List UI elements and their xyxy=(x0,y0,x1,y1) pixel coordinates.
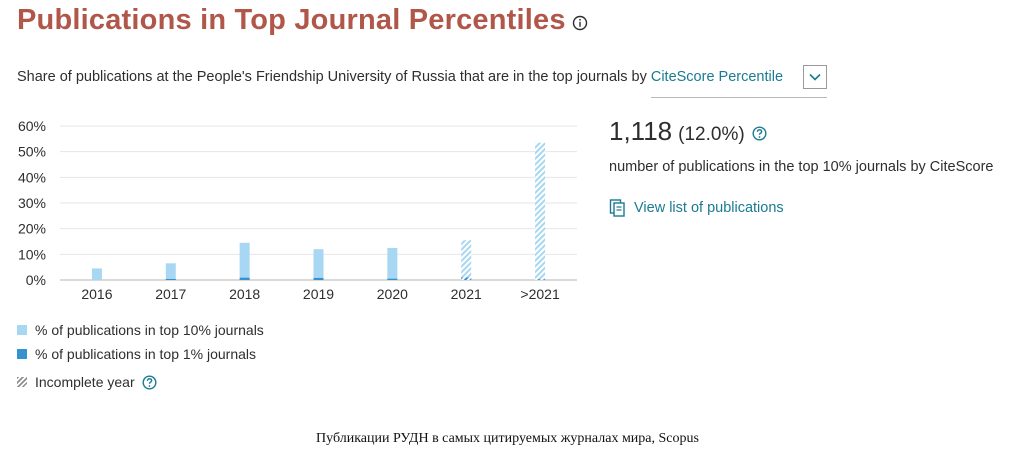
legend-item-incomplete: Incomplete year xyxy=(17,370,264,394)
y-tick-label: 50% xyxy=(18,144,46,160)
legend-item-top1[interactable]: % of publications in top 1% journals xyxy=(17,342,264,366)
y-tick-label: 10% xyxy=(18,246,46,262)
bar-top10-2018[interactable] xyxy=(239,242,250,280)
stats-panel: 1,118 (12.0%) number of publications in … xyxy=(609,116,993,217)
y-tick-label: 30% xyxy=(18,195,46,211)
legend-swatch-top1 xyxy=(17,349,27,359)
info-icon[interactable] xyxy=(572,15,588,31)
title-row: Publications in Top Journal Percentiles xyxy=(17,4,588,37)
subtitle-text: Share of publications at the People's Fr… xyxy=(17,68,647,85)
bar-top1-2017[interactable] xyxy=(165,278,176,280)
bar-top10-2019[interactable] xyxy=(313,249,324,280)
chart-grid xyxy=(60,125,577,281)
bar-top1-2021[interactable] xyxy=(461,277,472,280)
figure-caption: Публикации РУДН в самых цитируемых журна… xyxy=(316,431,699,446)
page-title: Publications in Top Journal Percentiles xyxy=(17,4,566,36)
stat-description: number of publications in the top 10% jo… xyxy=(609,159,994,175)
legend-label-top10: % of publications in top 10% journals xyxy=(35,322,264,338)
x-tick-label: 2021 xyxy=(451,286,482,302)
publications-chart: 0% 10% 20% 30% 40% 50% 60% 2016 2017 2018 2019 202… xyxy=(18,118,577,302)
percentile-select[interactable]: CiteScore Percentile xyxy=(650,65,828,98)
x-tick-label: 2018 xyxy=(229,286,260,302)
percentile-select-value[interactable]: CiteScore Percentile xyxy=(650,69,784,85)
x-tick-label: 2017 xyxy=(155,286,186,302)
bar-top10-2016[interactable] xyxy=(91,268,102,280)
bar-top1-2019[interactable] xyxy=(313,277,324,280)
y-axis-ticks: 0% 10% 20% 30% 40% 50% 60% xyxy=(18,118,46,288)
x-tick-label: 2020 xyxy=(377,286,408,302)
x-tick-label: 2019 xyxy=(303,286,334,302)
document-list-icon xyxy=(609,199,626,217)
bar-top10-after-2021[interactable] xyxy=(535,142,546,280)
chevron-down-icon[interactable] xyxy=(803,65,828,89)
bar-top10-2017[interactable] xyxy=(165,263,176,280)
x-axis-ticks: 2016 2017 2018 2019 2020 2021 >2021 xyxy=(81,286,560,302)
legend-swatch-top10 xyxy=(17,325,27,335)
legend-item-top10[interactable]: % of publications in top 10% journals xyxy=(17,318,264,342)
chart-legend: % of publications in top 10% journals % … xyxy=(17,318,264,394)
legend-label-incomplete: Incomplete year xyxy=(35,374,135,390)
stat-row: 1,118 (12.0%) xyxy=(609,116,993,147)
subtitle-row: Share of publications at the People's Fr… xyxy=(17,60,828,98)
publication-percent: (12.0%) xyxy=(678,124,745,145)
view-publications-link[interactable]: View list of publications xyxy=(609,199,993,217)
legend-label-top1: % of publications in top 1% journals xyxy=(35,346,257,362)
legend-swatch-incomplete xyxy=(17,377,27,387)
y-tick-label: 40% xyxy=(18,169,46,185)
y-tick-label: 60% xyxy=(18,118,46,134)
y-tick-label: 20% xyxy=(18,221,46,237)
view-publications-label[interactable]: View list of publications xyxy=(634,200,784,216)
bar-top10-2021[interactable] xyxy=(461,240,472,280)
chart-bars xyxy=(91,142,546,280)
y-tick-label: 0% xyxy=(26,272,46,288)
publication-count: 1,118 xyxy=(609,116,673,146)
bar-top1-2018[interactable] xyxy=(239,277,250,280)
question-circle-icon[interactable] xyxy=(752,126,767,141)
x-tick-label: 2016 xyxy=(81,286,112,302)
x-tick-label: >2021 xyxy=(520,286,560,302)
question-circle-icon[interactable] xyxy=(142,374,157,390)
bar-top10-2020[interactable] xyxy=(387,247,398,280)
bar-top1-2020[interactable] xyxy=(387,278,398,280)
bar-top1-after-2021[interactable] xyxy=(535,279,546,280)
